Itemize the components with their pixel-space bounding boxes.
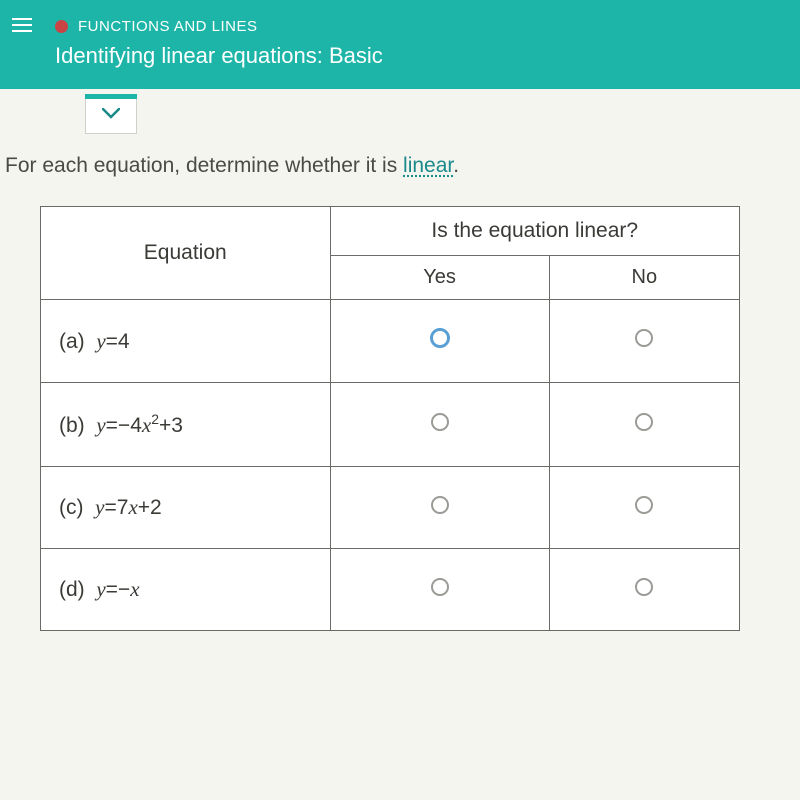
equation-cell: (d) y=−x <box>41 549 331 631</box>
yes-cell <box>330 300 549 383</box>
no-cell <box>549 383 739 467</box>
table-row: (a) y=4 <box>41 300 740 383</box>
radio-no[interactable] <box>635 413 653 431</box>
tab-area <box>0 94 800 134</box>
radio-no[interactable] <box>635 329 653 347</box>
linear-link[interactable]: linear <box>403 154 453 177</box>
equation-cell: (b) y=−4x2+3 <box>41 383 331 467</box>
indicator-dot-icon <box>55 20 68 33</box>
category-row: FUNCTIONS AND LINES <box>55 18 780 35</box>
yes-cell <box>330 467 549 549</box>
yes-cell <box>330 549 549 631</box>
radio-no[interactable] <box>635 578 653 596</box>
prompt-prefix: For each equation, determine whether it … <box>5 154 403 177</box>
radio-yes[interactable] <box>430 328 450 348</box>
col-header-yes: Yes <box>330 256 549 300</box>
radio-no[interactable] <box>635 496 653 514</box>
col-header-no: No <box>549 256 739 300</box>
content-area: For each equation, determine whether it … <box>0 134 800 631</box>
lesson-title: Identifying linear equations: Basic <box>55 43 780 69</box>
table-row: (d) y=−x <box>41 549 740 631</box>
no-cell <box>549 467 739 549</box>
lesson-header: FUNCTIONS AND LINES Identifying linear e… <box>0 0 800 89</box>
no-cell <box>549 549 739 631</box>
equation-cell: (a) y=4 <box>41 300 331 383</box>
question-prompt: For each equation, determine whether it … <box>0 154 800 206</box>
equation-cell: (c) y=7x+2 <box>41 467 331 549</box>
radio-yes[interactable] <box>431 578 449 596</box>
no-cell <box>549 300 739 383</box>
equation-table: Equation Is the equation linear? Yes No … <box>40 206 740 631</box>
col-header-equation: Equation <box>41 207 331 300</box>
table-wrapper: Equation Is the equation linear? Yes No … <box>0 206 800 631</box>
table-row: (b) y=−4x2+3 <box>41 383 740 467</box>
category-label: FUNCTIONS AND LINES <box>78 18 258 35</box>
radio-yes[interactable] <box>431 413 449 431</box>
radio-yes[interactable] <box>431 496 449 514</box>
table-row: (c) y=7x+2 <box>41 467 740 549</box>
col-header-question: Is the equation linear? <box>330 207 739 256</box>
menu-icon[interactable] <box>12 18 32 32</box>
tab-accent <box>85 94 137 99</box>
chevron-down-icon <box>102 108 120 119</box>
yes-cell <box>330 383 549 467</box>
dropdown-tab[interactable] <box>85 94 137 134</box>
prompt-suffix: . <box>453 154 459 177</box>
